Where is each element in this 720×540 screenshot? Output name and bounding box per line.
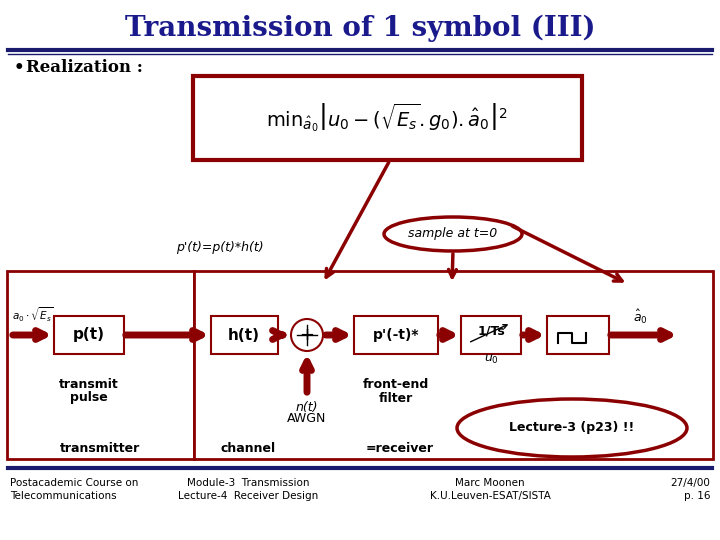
FancyBboxPatch shape — [547, 316, 609, 354]
FancyBboxPatch shape — [193, 76, 582, 160]
Text: Lecture-3 (p23) !!: Lecture-3 (p23) !! — [509, 422, 634, 435]
Text: $a_0\cdot\sqrt{E_s}$: $a_0\cdot\sqrt{E_s}$ — [12, 306, 53, 325]
Text: 1/Ts: 1/Ts — [477, 325, 505, 338]
Text: =receiver: =receiver — [366, 442, 434, 455]
FancyBboxPatch shape — [7, 271, 194, 459]
Ellipse shape — [384, 217, 522, 251]
Text: n(t): n(t) — [296, 401, 318, 414]
Text: filter: filter — [379, 392, 413, 404]
Text: Module-3  Transmission
Lecture-4  Receiver Design: Module-3 Transmission Lecture-4 Receiver… — [178, 478, 318, 501]
Text: transmit: transmit — [59, 379, 119, 392]
FancyBboxPatch shape — [461, 316, 521, 354]
Text: channel: channel — [220, 442, 276, 455]
Text: $\hat{a}_0$: $\hat{a}_0$ — [633, 308, 647, 326]
FancyBboxPatch shape — [54, 316, 124, 354]
Text: Realization :: Realization : — [26, 59, 143, 77]
Text: pulse: pulse — [70, 392, 108, 404]
Text: •: • — [14, 59, 24, 77]
Text: sample at t=0: sample at t=0 — [408, 227, 498, 240]
Text: front-end: front-end — [363, 379, 429, 392]
Text: $\mathrm{min}_{\hat{a}_0}\left|u_0-(\sqrt{E_s}.g_0).\hat{a}_0\right|^2$: $\mathrm{min}_{\hat{a}_0}\left|u_0-(\sqr… — [266, 102, 508, 134]
Text: Postacademic Course on
Telecommunications: Postacademic Course on Telecommunication… — [10, 478, 138, 501]
Text: h(t): h(t) — [228, 327, 260, 342]
FancyBboxPatch shape — [354, 316, 438, 354]
Text: 27/4/00
p. 16: 27/4/00 p. 16 — [670, 478, 710, 501]
Text: p'(t)=p(t)*h(t): p'(t)=p(t)*h(t) — [176, 241, 264, 254]
Text: AWGN: AWGN — [287, 413, 327, 426]
Text: p(t): p(t) — [73, 327, 105, 342]
Text: Transmission of 1 symbol (III): Transmission of 1 symbol (III) — [125, 15, 595, 42]
Circle shape — [291, 319, 323, 351]
Text: $u_0$: $u_0$ — [484, 353, 498, 366]
Text: p'(-t)*: p'(-t)* — [373, 328, 419, 342]
Text: Marc Moonen
K.U.Leuven-ESAT/SISTA: Marc Moonen K.U.Leuven-ESAT/SISTA — [430, 478, 550, 501]
Text: +: + — [300, 326, 315, 344]
FancyBboxPatch shape — [211, 316, 278, 354]
FancyBboxPatch shape — [194, 271, 713, 459]
Ellipse shape — [457, 399, 687, 457]
Text: transmitter: transmitter — [60, 442, 140, 455]
